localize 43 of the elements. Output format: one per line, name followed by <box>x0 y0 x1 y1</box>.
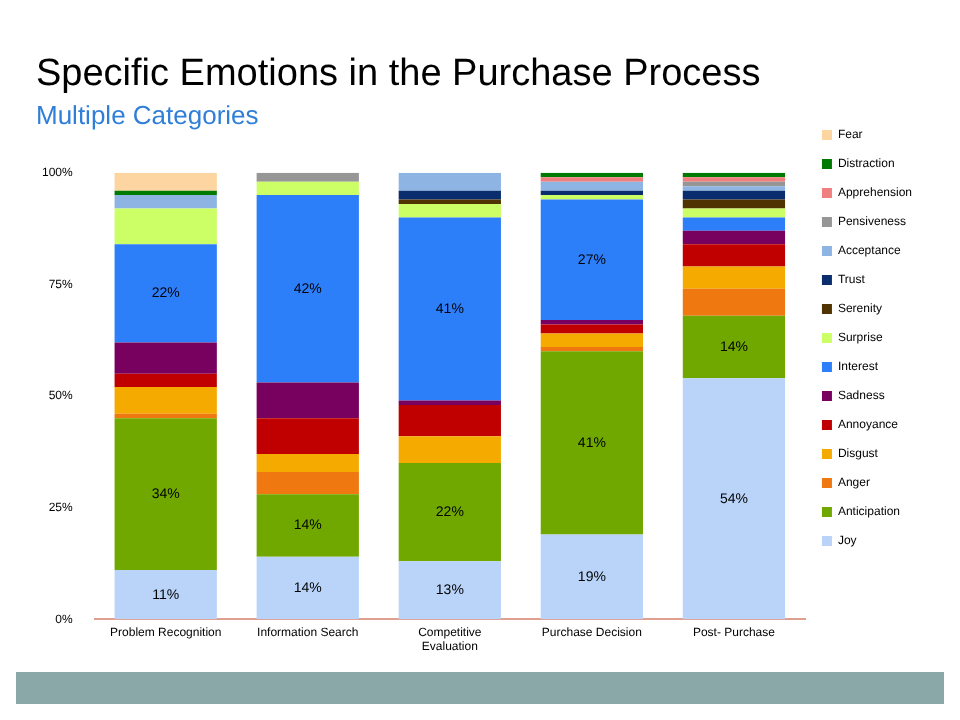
bar <box>256 382 359 419</box>
bar <box>256 454 359 472</box>
bar <box>114 172 217 191</box>
bar <box>256 195 359 383</box>
bar <box>682 288 786 316</box>
chart-subtitle: Multiple Categories <box>36 100 260 131</box>
bar <box>540 534 644 620</box>
bar <box>682 244 786 267</box>
bar <box>540 181 644 191</box>
bar <box>682 315 786 379</box>
bar <box>256 418 359 455</box>
chart-title: Specific Emotions in the Purchase Process <box>36 53 761 96</box>
bar <box>114 373 217 388</box>
bar <box>398 190 501 200</box>
bar <box>398 172 501 191</box>
bar <box>540 333 644 347</box>
bar <box>256 172 359 182</box>
bar <box>540 324 644 334</box>
bar <box>114 244 217 343</box>
bar <box>540 199 644 321</box>
bar <box>682 230 786 245</box>
bar <box>682 190 786 200</box>
bar <box>682 266 786 289</box>
bar <box>114 195 217 209</box>
bar <box>398 561 501 620</box>
bar <box>398 436 501 463</box>
bar <box>256 471 359 495</box>
bar <box>398 462 501 562</box>
bar <box>256 181 359 196</box>
bar <box>682 378 786 620</box>
bar <box>114 387 217 414</box>
bar <box>114 418 217 571</box>
bar <box>114 570 217 620</box>
bar <box>398 404 501 437</box>
bar <box>398 217 501 401</box>
bar <box>114 208 217 245</box>
bar <box>682 217 786 231</box>
bar <box>256 494 359 557</box>
bar <box>256 556 359 620</box>
bar <box>114 342 217 374</box>
bar <box>540 351 644 535</box>
bar <box>398 204 501 218</box>
bar <box>682 199 786 209</box>
